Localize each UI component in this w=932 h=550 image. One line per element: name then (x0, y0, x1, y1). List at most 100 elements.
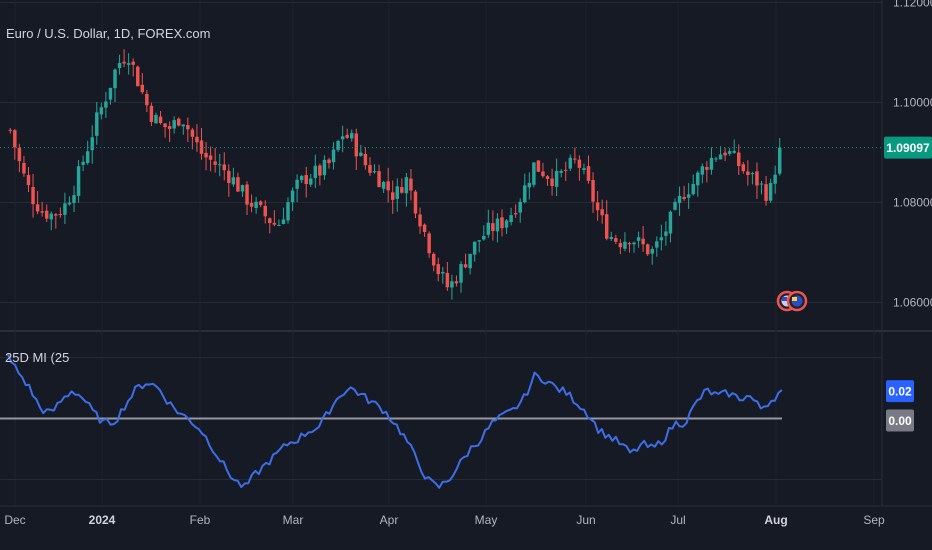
candle[interactable] (491, 210, 495, 241)
candle[interactable] (254, 196, 258, 214)
candle[interactable] (400, 178, 404, 194)
candle[interactable] (331, 142, 336, 170)
candle[interactable] (31, 173, 35, 218)
candle[interactable] (167, 121, 172, 143)
candle[interactable] (409, 169, 413, 201)
mi-axis[interactable]: 0.02 0.00 (886, 380, 914, 432)
candle[interactable] (190, 127, 195, 150)
candle[interactable] (204, 141, 208, 171)
candle[interactable] (550, 168, 554, 196)
candle[interactable] (104, 91, 108, 118)
candle[interactable] (81, 155, 85, 172)
candle[interactable] (304, 166, 308, 198)
candle[interactable] (236, 172, 240, 192)
candle[interactable] (99, 102, 104, 120)
candle[interactable] (737, 144, 741, 175)
candle[interactable] (509, 207, 513, 226)
candle[interactable] (108, 87, 113, 105)
candle[interactable] (632, 241, 636, 253)
candle[interactable] (677, 186, 682, 216)
candle[interactable] (336, 139, 340, 153)
candle[interactable] (299, 174, 304, 184)
candle[interactable] (764, 176, 768, 206)
candle[interactable] (145, 90, 149, 113)
candle[interactable] (85, 140, 90, 165)
candle[interactable] (486, 209, 491, 238)
candle[interactable] (536, 160, 541, 173)
candle[interactable] (354, 128, 359, 171)
candle[interactable] (623, 232, 627, 252)
candle[interactable] (44, 204, 49, 222)
candle[interactable] (595, 191, 600, 221)
candle[interactable] (673, 198, 677, 211)
candle[interactable] (586, 155, 591, 184)
candle[interactable] (363, 147, 368, 170)
candle[interactable] (459, 261, 463, 293)
candle[interactable] (718, 146, 723, 160)
candle[interactable] (177, 117, 181, 127)
candle[interactable] (591, 172, 595, 214)
candles[interactable] (8, 49, 782, 300)
candle[interactable] (454, 275, 459, 287)
candle[interactable] (750, 171, 755, 185)
candle[interactable] (217, 153, 222, 177)
candle[interactable] (732, 139, 736, 154)
candle[interactable] (773, 165, 777, 194)
candle[interactable] (240, 184, 245, 197)
candle[interactable] (309, 174, 313, 187)
candle[interactable] (741, 161, 746, 174)
candle[interactable] (227, 164, 231, 197)
candle[interactable] (140, 73, 145, 95)
candle[interactable] (513, 204, 518, 218)
candle[interactable] (709, 147, 714, 175)
candle[interactable] (650, 246, 654, 265)
candle[interactable] (482, 225, 486, 241)
candle[interactable] (691, 174, 695, 196)
candle[interactable] (636, 231, 641, 248)
candle[interactable] (664, 221, 668, 246)
candle[interactable] (705, 161, 709, 183)
candle[interactable] (154, 112, 158, 124)
candle[interactable] (495, 213, 500, 243)
candle[interactable] (186, 117, 190, 142)
candle[interactable] (395, 178, 400, 212)
candle[interactable] (372, 164, 377, 174)
candle[interactable] (504, 219, 509, 234)
candle[interactable] (286, 197, 290, 224)
candle[interactable] (390, 180, 395, 214)
candle[interactable] (58, 207, 63, 218)
candle[interactable] (450, 274, 454, 300)
candle[interactable] (313, 154, 318, 188)
candle[interactable] (554, 158, 559, 197)
candle[interactable] (477, 240, 481, 253)
candle[interactable] (609, 231, 613, 242)
candle[interactable] (359, 145, 363, 157)
candle[interactable] (17, 143, 22, 173)
candle[interactable] (208, 146, 213, 172)
candle[interactable] (54, 213, 58, 229)
candle[interactable] (35, 190, 40, 215)
candle[interactable] (327, 157, 331, 169)
candle[interactable] (136, 65, 140, 87)
candle[interactable] (472, 241, 477, 262)
candle[interactable] (249, 194, 254, 213)
candle[interactable] (268, 217, 272, 234)
candle[interactable] (49, 211, 53, 231)
candle[interactable] (22, 155, 26, 177)
candle[interactable] (350, 129, 354, 142)
eu-flag-icon[interactable] (786, 290, 808, 312)
candle[interactable] (659, 224, 664, 251)
candle[interactable] (518, 198, 522, 223)
candle[interactable] (627, 241, 632, 253)
candle[interactable] (122, 49, 126, 68)
candle[interactable] (72, 185, 76, 212)
candle[interactable] (340, 125, 345, 153)
candle[interactable] (777, 137, 782, 176)
candle[interactable] (67, 196, 72, 206)
candle[interactable] (500, 209, 504, 237)
candle[interactable] (404, 172, 409, 207)
candle[interactable] (468, 253, 472, 275)
candle[interactable] (577, 155, 582, 181)
candle[interactable] (645, 243, 650, 256)
